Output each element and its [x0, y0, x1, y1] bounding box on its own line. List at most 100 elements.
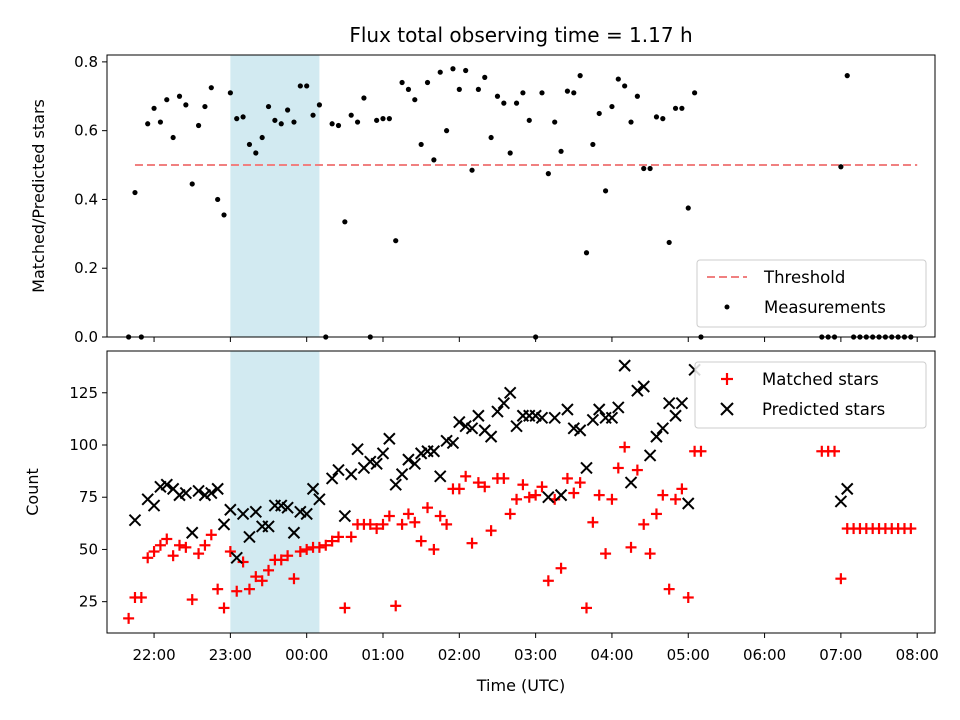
- measurement-point: [641, 165, 647, 172]
- matched-star-point: [612, 462, 624, 474]
- matched-star-point: [167, 550, 179, 562]
- matched-star-point: [193, 548, 205, 560]
- predicted-star-point: [548, 411, 561, 425]
- matched-star-point: [542, 575, 554, 587]
- y-tick-label: 0.4: [74, 190, 98, 208]
- matched-star-point: [676, 483, 688, 495]
- y-tick-label: 50: [79, 540, 98, 558]
- predicted-star-point: [624, 476, 638, 489]
- predicted-star-point: [224, 503, 237, 516]
- measurement-point: [666, 239, 672, 246]
- matched-star-point: [237, 556, 249, 568]
- matched-star-point: [504, 508, 516, 520]
- matched-star-point: [263, 564, 275, 576]
- measurement-point: [844, 73, 850, 79]
- matched-star-point: [422, 502, 434, 514]
- predicted-star-point: [491, 405, 504, 418]
- measurement-point: [609, 103, 615, 110]
- predicted-star-point: [186, 526, 199, 539]
- matched-star-point: [638, 518, 650, 530]
- matched-star-point: [212, 583, 224, 595]
- matched-star-point: [472, 477, 484, 489]
- predicted-star-point: [631, 384, 644, 397]
- measurement-point: [545, 171, 551, 177]
- matched-star-point: [453, 483, 465, 495]
- predicted-star-point: [618, 359, 631, 372]
- x-tick-label: 01:00: [361, 646, 404, 664]
- measurement-point: [615, 76, 621, 82]
- measurement-point: [571, 90, 577, 96]
- matched-star-point: [574, 477, 586, 489]
- matched-star-point: [581, 602, 593, 614]
- matched-star-point: [587, 516, 599, 528]
- matched-star-point: [332, 531, 344, 543]
- predicted-star-point: [262, 520, 275, 533]
- predicted-star-point: [586, 413, 600, 427]
- measurement-point: [405, 86, 412, 92]
- predicted-star-point: [841, 482, 854, 496]
- predicted-stars-points: [128, 359, 854, 565]
- predicted-star-point: [160, 478, 173, 491]
- measurement-point: [494, 93, 501, 99]
- measurement-point: [475, 86, 481, 92]
- matched-star-point: [161, 533, 173, 545]
- measurement-point: [227, 90, 233, 96]
- predicted-star-point: [179, 486, 193, 500]
- predicted-star-point: [446, 436, 460, 450]
- predicted-star-point: [243, 530, 256, 544]
- legend-matched-swatch: [721, 373, 733, 385]
- x-tick-label: 07:00: [819, 646, 862, 664]
- matched-star-point: [294, 546, 306, 558]
- predicted-star-point: [332, 463, 345, 477]
- legend-measurement-swatch: [724, 304, 730, 310]
- matched-star-point: [657, 489, 669, 501]
- predicted-star-point: [593, 403, 606, 416]
- matched-star-point: [288, 573, 300, 585]
- measurement-point: [602, 188, 609, 194]
- matched-star-point: [199, 539, 211, 551]
- matched-star-point: [377, 518, 389, 530]
- measurement-point: [354, 119, 361, 125]
- predicted-star-point: [580, 461, 593, 475]
- y-tick-label: 0.2: [74, 259, 98, 277]
- y-tick-label: 25: [79, 593, 98, 611]
- matched-star-point: [498, 472, 510, 484]
- measurement-point: [596, 110, 602, 117]
- x-tick-label: 06:00: [743, 646, 786, 664]
- y-tick-label: 75: [79, 488, 98, 506]
- legend-predicted-swatch: [720, 402, 734, 416]
- matched-star-point: [835, 573, 847, 585]
- matched-star-point: [536, 481, 548, 493]
- x-tick-label: 02:00: [438, 646, 481, 664]
- matched-star-point: [434, 510, 446, 522]
- matched-star-point: [485, 525, 497, 537]
- measurement-point: [431, 157, 437, 163]
- predicted-star-point: [834, 495, 848, 508]
- predicted-star-point: [510, 419, 523, 433]
- y-tick-label: 125: [69, 384, 98, 402]
- measurement-point: [240, 114, 246, 120]
- measurement-point: [157, 119, 164, 125]
- measurement-point: [164, 97, 170, 103]
- predicted-star-point: [383, 432, 396, 445]
- measurement-point: [653, 114, 660, 120]
- bottom-legend-box: [694, 361, 927, 429]
- predicted-star-point: [344, 468, 358, 481]
- matched-star-point: [466, 537, 478, 549]
- measurement-point: [628, 119, 634, 125]
- matched-star-point: [313, 541, 325, 553]
- predicted-star-point: [217, 518, 231, 531]
- x-tick-label: 00:00: [285, 646, 328, 664]
- matched-star-point: [568, 487, 580, 499]
- ratio-panel: 0.00.20.40.60.8 Matched/Predicted stars …: [29, 53, 936, 346]
- measurement-point: [304, 83, 310, 89]
- matched-stars-points: [123, 441, 917, 624]
- y-tick-label: 0.0: [74, 328, 98, 346]
- matched-star-point: [231, 585, 243, 597]
- matched-star-point: [523, 491, 535, 503]
- measurement-point: [399, 79, 405, 86]
- chart-title: Flux total observing time = 1.17 h: [349, 23, 692, 47]
- measurement-point: [285, 107, 291, 113]
- measurement-point: [380, 116, 386, 122]
- matched-star-point: [517, 479, 529, 491]
